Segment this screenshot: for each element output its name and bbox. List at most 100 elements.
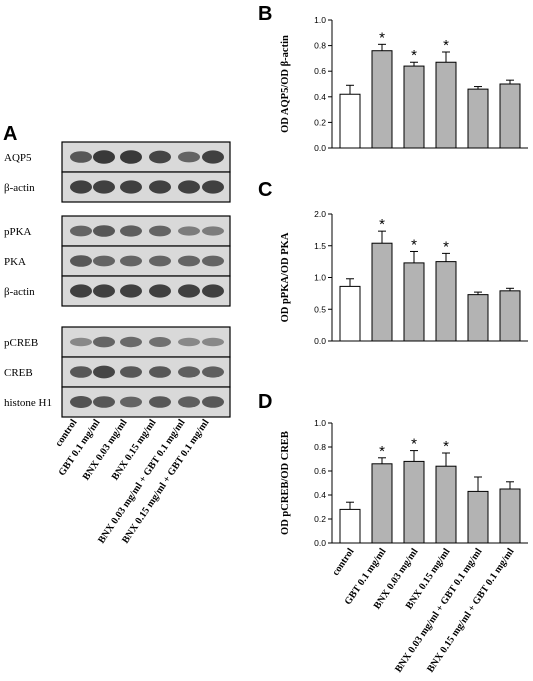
blot-band [149, 396, 171, 408]
blot-band [70, 396, 92, 408]
blot-band [93, 225, 115, 237]
blot-band [149, 337, 171, 347]
y-tick-label: 1.0 [314, 418, 326, 428]
y-tick-label: 0.6 [314, 466, 326, 476]
panel-letter: B [258, 3, 272, 25]
blot-row-label: pPKA [4, 226, 32, 238]
bar [467, 490, 489, 544]
blot-band [120, 336, 142, 348]
y-axis-label: OD AQP5/OD β-actin [280, 35, 291, 133]
bar [499, 488, 521, 544]
blot-band [149, 150, 171, 164]
blot-row-label: PKA [4, 256, 26, 268]
blot-band [120, 255, 142, 267]
blot-band [202, 150, 224, 164]
blot-band [120, 180, 142, 194]
blot-band [120, 396, 142, 408]
significance-marker: * [379, 29, 385, 46]
blot-band [93, 336, 115, 348]
bar [499, 83, 521, 149]
panel-a-western-blots: A AQP5 β-actin pPKA PKA β-actin pCREB CREB hist… [3, 123, 231, 546]
bar [403, 65, 425, 149]
blot-band [149, 180, 171, 194]
blot-band [70, 225, 92, 237]
bar [467, 88, 489, 149]
blot-band [70, 180, 92, 194]
y-tick-label: 0.5 [314, 304, 326, 314]
significance-marker: * [411, 436, 417, 453]
bar [371, 50, 393, 149]
y-tick-label: 1.0 [314, 15, 326, 25]
blot-band [70, 284, 92, 298]
blot-band [202, 226, 224, 236]
y-tick-label: 0.2 [314, 514, 326, 524]
y-tick-label: 0.0 [314, 336, 326, 346]
blot-band [149, 255, 171, 267]
bar [467, 294, 489, 342]
blot-band [149, 366, 171, 378]
blot-band [120, 284, 142, 298]
blot-band [70, 255, 92, 267]
blot-band [93, 180, 115, 194]
blot-band [93, 255, 115, 267]
blot-band [202, 337, 224, 347]
bar [339, 285, 361, 342]
significance-marker: * [443, 238, 449, 255]
blot-band [178, 396, 200, 408]
panel-a-letter: A [3, 123, 17, 145]
blot-band [70, 151, 92, 163]
blot-band [202, 180, 224, 194]
y-tick-label: 0.4 [314, 490, 326, 500]
blot-strip [61, 326, 231, 358]
panel-letter: C [258, 179, 272, 201]
blot-band [202, 396, 224, 408]
blot-band [70, 366, 92, 378]
blot-band [120, 366, 142, 378]
blot-group: AQP5 β-actin pPKA PKA β-actin pCREB CREB histon… [4, 141, 231, 418]
blot-row-label: histone H1 [4, 397, 52, 409]
y-tick-label: 0.0 [314, 538, 326, 548]
y-tick-label: 0.4 [314, 92, 326, 102]
y-tick-label: 0.0 [314, 143, 326, 153]
blot-band [178, 337, 200, 347]
blot-band [178, 255, 200, 267]
bar [371, 242, 393, 342]
significance-marker: * [411, 236, 417, 253]
y-tick-label: 0.6 [314, 66, 326, 76]
significance-marker: * [379, 216, 385, 233]
significance-marker: * [411, 47, 417, 64]
y-tick-label: 2.0 [314, 209, 326, 219]
blot-band [202, 255, 224, 267]
blot-band [93, 284, 115, 298]
blot-band [70, 337, 92, 347]
bar [435, 61, 457, 149]
blot-band [149, 225, 171, 237]
panel-letter: D [258, 391, 272, 413]
chart-D: D 0.0 0.2 0.4 0.6 0.8 1.0 OD pCREB/OD CREB contr… [258, 391, 528, 675]
blot-band [120, 225, 142, 237]
y-tick-label: 1.0 [314, 273, 326, 283]
blot-band [202, 366, 224, 378]
blot-band [202, 284, 224, 298]
blot-row-label: β-actin [4, 182, 35, 194]
blot-row-label: pCREB [4, 337, 38, 349]
bar [403, 262, 425, 342]
category-label: control [330, 546, 356, 578]
bar [435, 465, 457, 544]
blot-band [178, 284, 200, 298]
y-axis-label: OD pCREB/OD CREB [280, 431, 291, 535]
blot-band [120, 150, 142, 164]
y-axis-label: OD pPKA/OD PKA [280, 232, 291, 322]
blot-row-label: AQP5 [4, 152, 32, 164]
blot-band [93, 150, 115, 164]
significance-marker: * [379, 443, 385, 460]
chart-C: C 0.0 0.5 1.0 1.5 2.0 OD pPKA/OD PKA * * * [258, 179, 528, 346]
blot-band [149, 284, 171, 298]
y-tick-label: 0.8 [314, 41, 326, 51]
y-tick-label: 0.8 [314, 442, 326, 452]
bar [403, 460, 425, 544]
bar [435, 261, 457, 342]
bar [339, 508, 361, 544]
